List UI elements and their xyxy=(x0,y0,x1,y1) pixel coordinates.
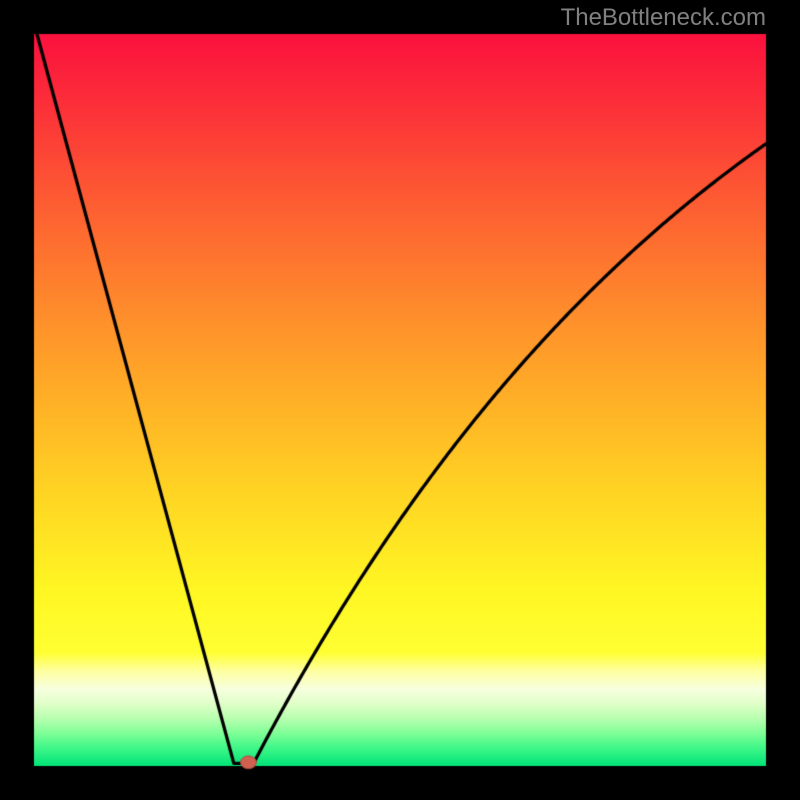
watermark-label: TheBottleneck.com xyxy=(561,4,766,32)
chart-stage: TheBottleneck.com xyxy=(0,0,800,800)
bottleneck-chart xyxy=(0,0,800,800)
